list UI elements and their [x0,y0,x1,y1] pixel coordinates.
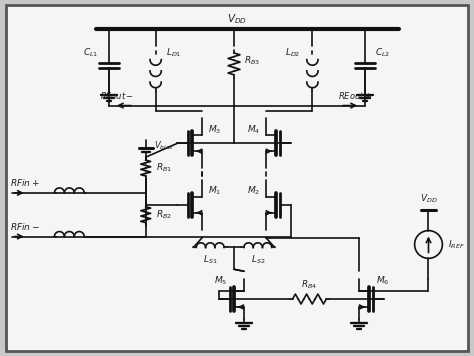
Text: $C_{L1}$: $C_{L1}$ [83,47,99,59]
Text: $M_1$: $M_1$ [208,185,221,197]
Text: $L_{S1}$: $L_{S1}$ [203,253,218,266]
Text: $I_{REF}$: $I_{REF}$ [448,238,465,251]
Text: $L_{D2}$: $L_{D2}$ [285,47,300,59]
Text: $C_{L2}$: $C_{L2}$ [375,47,391,59]
Text: $M_3$: $M_3$ [208,123,221,136]
Text: $RFout-$: $RFout-$ [100,90,134,101]
Text: $M_2$: $M_2$ [247,185,260,197]
Text: $RFin-$: $RFin-$ [10,221,40,232]
Text: $V_{DD}$: $V_{DD}$ [419,192,438,205]
Text: $L_{S2}$: $L_{S2}$ [251,253,265,266]
Text: $R_{B3}$: $R_{B3}$ [244,55,260,67]
Text: $REout+$: $REout+$ [338,90,372,101]
Text: $M_5$: $M_5$ [213,275,227,287]
Text: $V_{DD}$: $V_{DD}$ [227,12,247,26]
Text: $M_4$: $M_4$ [247,123,261,136]
Text: $M_6$: $M_6$ [376,275,390,287]
Text: $R_{B4}$: $R_{B4}$ [301,279,318,292]
Text: $V_{bias}$: $V_{bias}$ [154,139,173,152]
Text: $R_{B2}$: $R_{B2}$ [155,209,172,221]
Text: $RFin+$: $RFin+$ [10,177,40,188]
Text: $L_{D1}$: $L_{D1}$ [166,47,181,59]
Text: $R_{B1}$: $R_{B1}$ [155,162,172,174]
